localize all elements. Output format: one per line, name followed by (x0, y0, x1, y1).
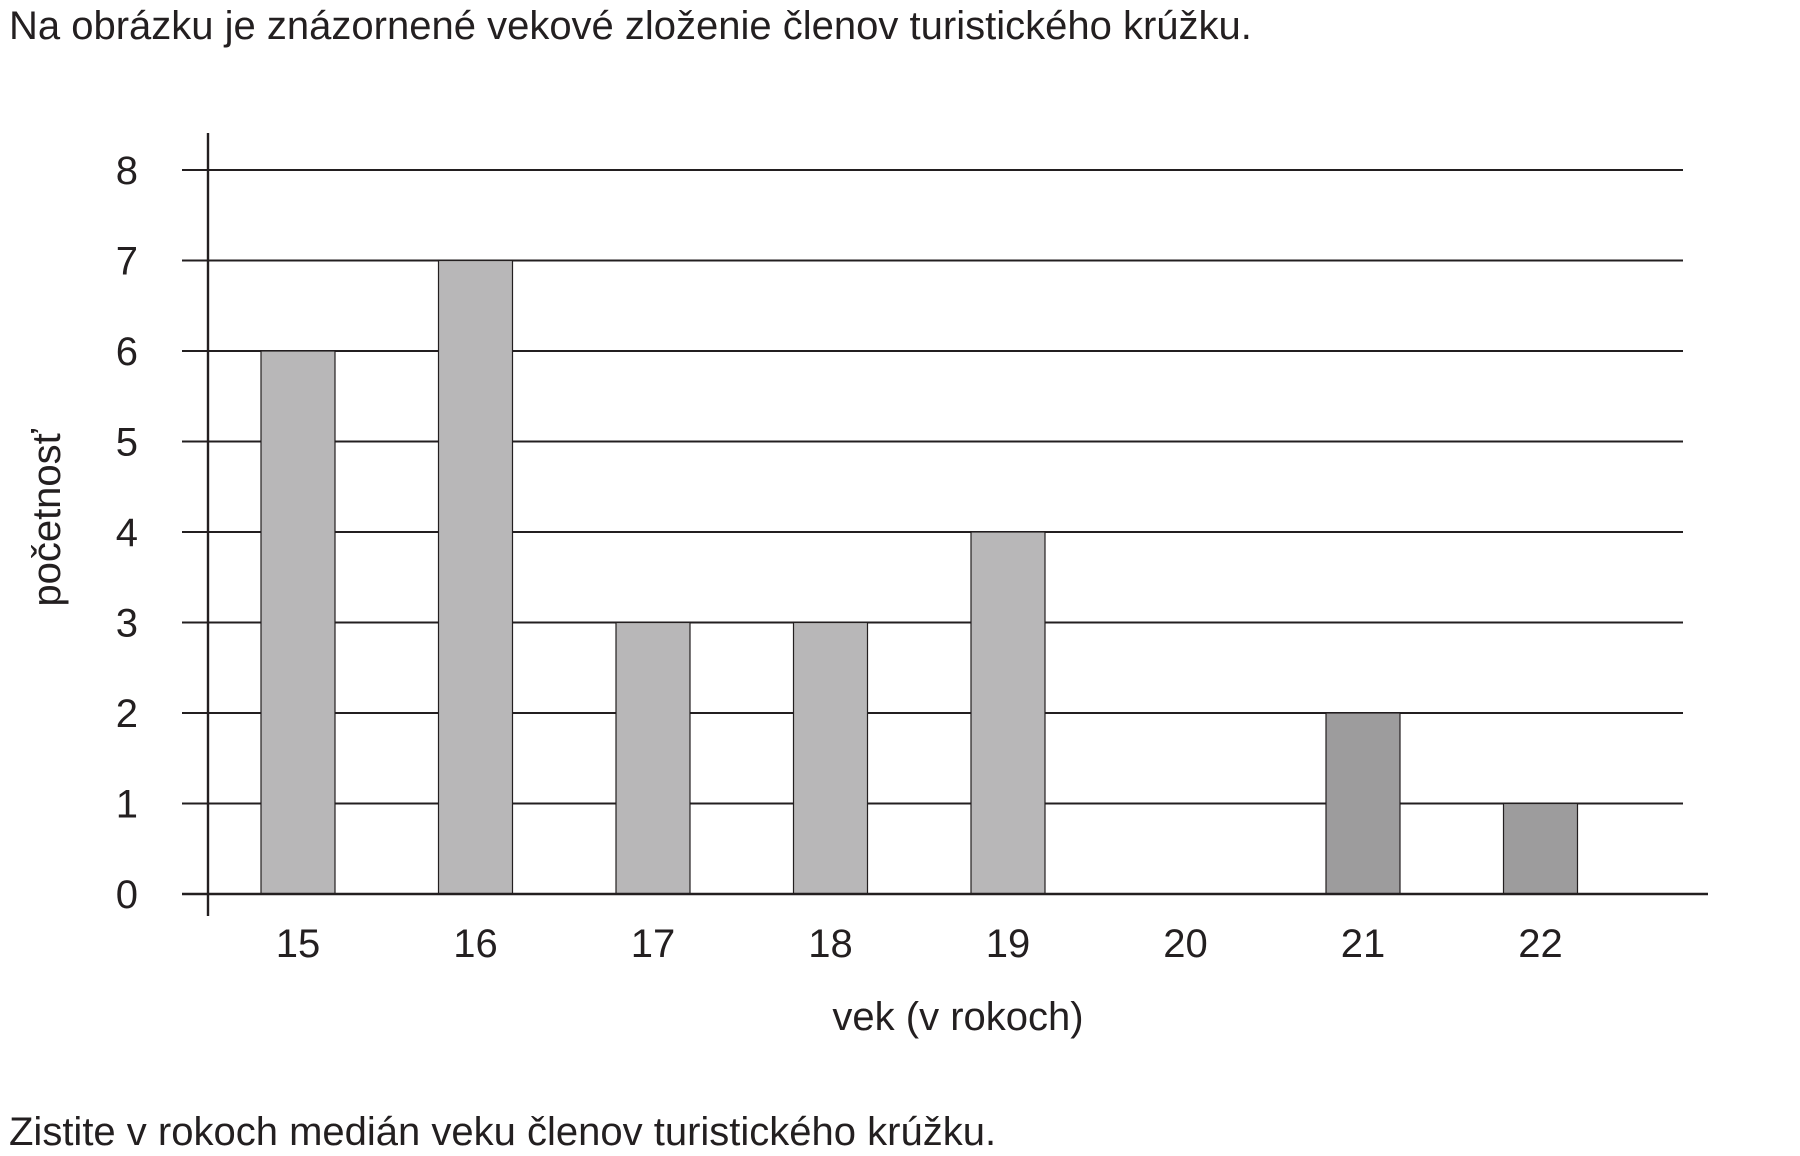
x-tick-label: 21 (1341, 922, 1386, 966)
x-tick-labels: 15 16 17 18 19 20 21 22 (276, 922, 1563, 966)
y-tick-label: 1 (116, 783, 138, 827)
x-tick-label: 17 (631, 922, 676, 966)
y-tick-label: 6 (116, 330, 138, 374)
x-tick-label: 20 (1163, 922, 1208, 966)
y-tick-labels: 0 1 2 3 4 5 6 7 8 (116, 149, 138, 917)
x-tick-label: 19 (986, 922, 1031, 966)
bar-16 (437, 259, 514, 895)
axes (182, 133, 1708, 916)
y-tick-label: 0 (116, 873, 138, 917)
x-tick-label: 22 (1518, 922, 1563, 966)
y-tick-label: 8 (116, 149, 138, 193)
intro-text: Na obrázku je znázornené vekové zloženie… (9, 4, 1252, 48)
y-axis-title: početnosť (25, 428, 69, 606)
y-tick-label: 7 (116, 240, 138, 284)
bar-21 (1325, 712, 1401, 895)
y-tick-label: 2 (116, 692, 138, 736)
gridlines (182, 169, 1683, 805)
x-tick-label: 18 (808, 922, 853, 966)
question-text: Zistite v rokoch medián veku členov turi… (9, 1110, 997, 1154)
x-axis-title: vek (v rokoch) (832, 995, 1083, 1039)
bar-15 (260, 350, 336, 895)
bar-17 (615, 621, 691, 895)
bar-18 (792, 621, 869, 895)
bar-22 (1502, 802, 1579, 895)
y-tick-label: 3 (116, 602, 138, 646)
bars (260, 259, 1579, 895)
x-tick-label: 15 (276, 922, 321, 966)
y-tick-label: 5 (116, 421, 138, 465)
bar-19 (970, 531, 1046, 895)
x-tick-label: 16 (453, 922, 498, 966)
y-tick-label: 4 (116, 511, 138, 555)
